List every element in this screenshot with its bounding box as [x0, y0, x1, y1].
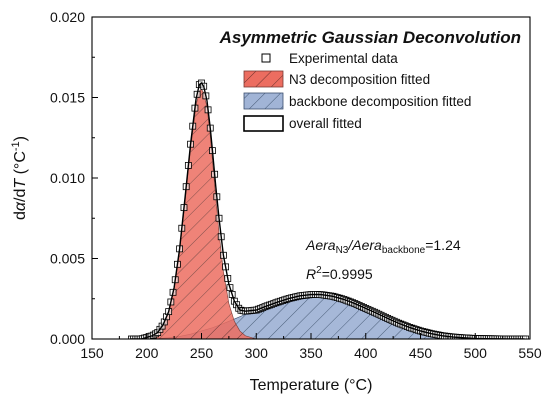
x-tick-label: 300: [245, 345, 269, 361]
legend-item-experimental: Experimental data: [261, 51, 398, 66]
y-tick-label: 0.000: [50, 331, 85, 347]
x-tick-label: 450: [409, 345, 433, 361]
legend-label-overall: overall fitted: [289, 116, 362, 131]
line-swatch-icon: [243, 115, 284, 132]
red-hatch-swatch-icon: [243, 70, 284, 88]
legend-label-backbone: backbone decomposition fitted: [289, 94, 471, 109]
y-tick-label: 0.005: [50, 251, 85, 267]
x-tick-label: 550: [518, 345, 542, 361]
overall-fit-line: [130, 82, 525, 339]
x-tick-label: 350: [299, 345, 323, 361]
y-tick-label: 0.010: [50, 170, 85, 186]
x-tick-label: 250: [190, 345, 214, 361]
data-point: [522, 335, 530, 339]
x-axis: 150 200 250 300 350 400 450 500 550: [80, 333, 542, 361]
y-axis: 0.000 0.005 0.010 0.015 0.020: [50, 9, 98, 347]
chart-title: Asymmetric Gaussian Deconvolution: [219, 28, 521, 47]
legend-label-n3: N3 decomposition fitted: [289, 72, 430, 87]
x-tick-label: 150: [80, 345, 104, 361]
y-axis-label: dα/dT (°C-1): [10, 136, 29, 220]
x-tick-label: 500: [464, 345, 488, 361]
blue-hatch-swatch-icon: [243, 92, 284, 110]
square-marker-icon: [261, 53, 271, 63]
x-tick-label: 400: [354, 345, 378, 361]
area-ratio-annotation: AeraN3/Aerabackbone=1.24: [305, 237, 461, 256]
legend-item-overall: overall fitted: [243, 115, 362, 132]
legend-label-experimental: Experimental data: [289, 51, 398, 66]
legend-item-n3: N3 decomposition fitted: [243, 70, 430, 88]
r-squared-annotation: R2=0.9995: [306, 265, 373, 282]
y-tick-label: 0.020: [50, 9, 85, 25]
y-tick-label: 0.015: [50, 90, 85, 106]
x-axis-label: Temperature (°C): [250, 377, 373, 394]
legend: Experimental data N3 decomposition fitte…: [243, 51, 471, 132]
x-tick-label: 200: [135, 345, 159, 361]
legend-item-backbone: backbone decomposition fitted: [243, 92, 471, 110]
